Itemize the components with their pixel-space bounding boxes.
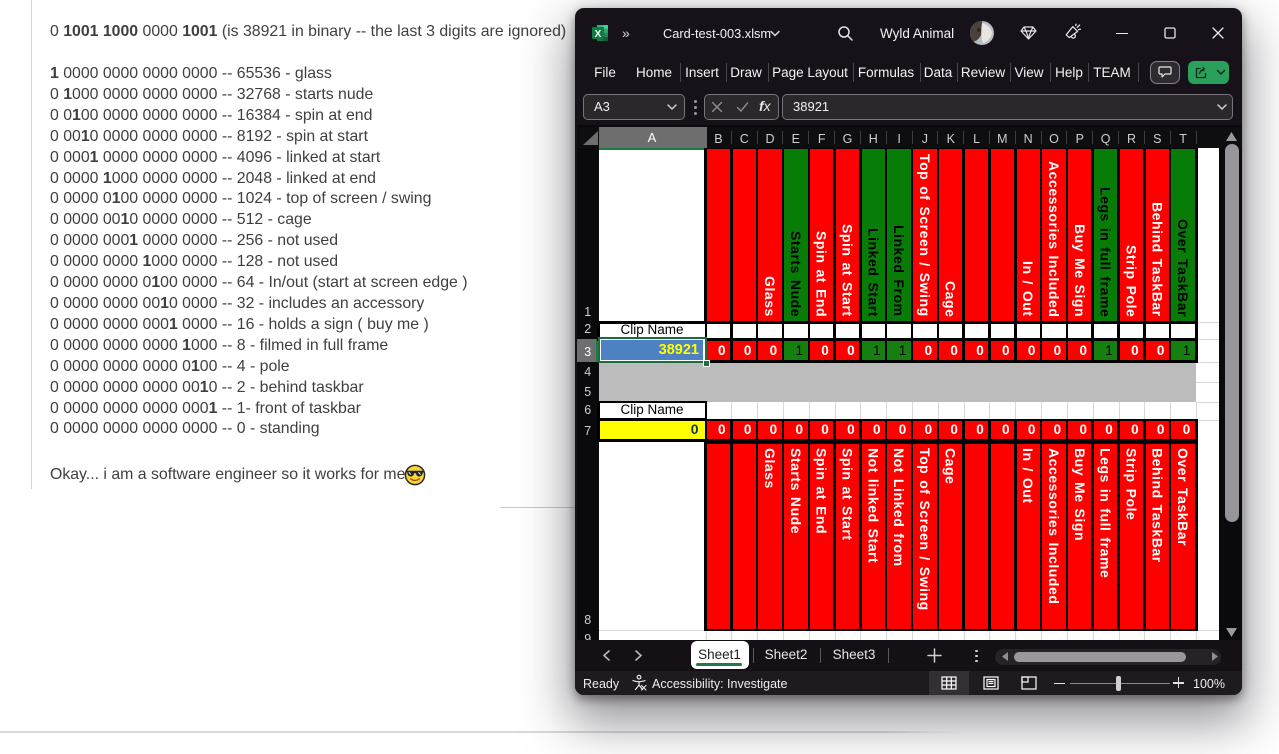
svg-text:X: X <box>595 29 602 40</box>
